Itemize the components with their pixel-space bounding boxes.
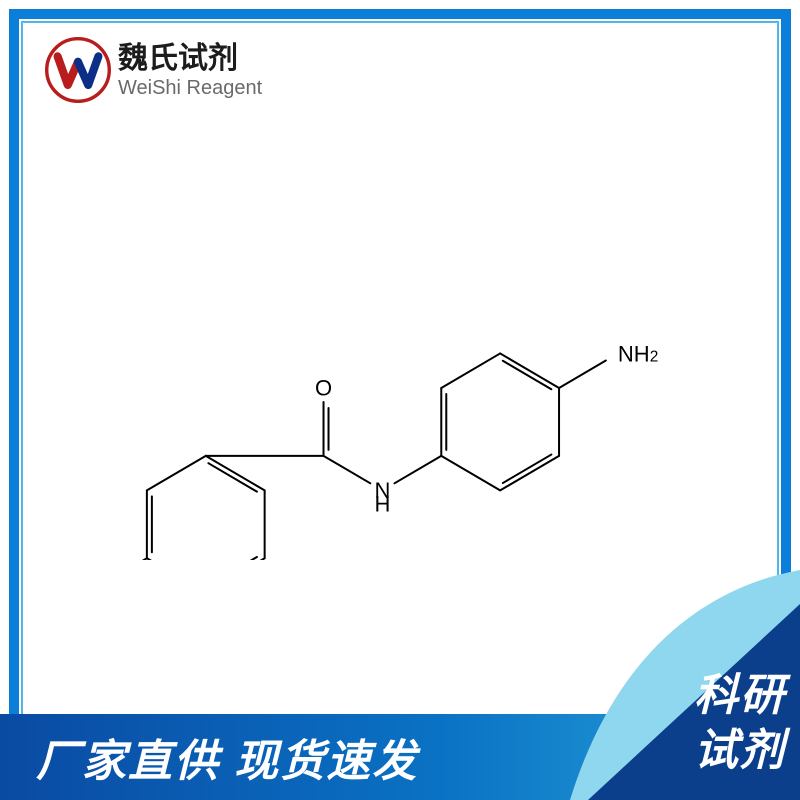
- svg-text:NH2: NH2: [618, 341, 658, 366]
- brand-name-en: WeiShi Reagent: [118, 77, 262, 99]
- molecule-structure: H2NONHNH2: [88, 260, 708, 560]
- svg-text:O: O: [315, 376, 332, 401]
- brand-logo-text: 魏氏试剂 WeiShi Reagent: [118, 42, 262, 99]
- corner-badge-text: 科研 试剂: [694, 668, 786, 778]
- product-card: 魏氏试剂 WeiShi Reagent H2NONHNH2 厂家直供 现货速发 …: [0, 0, 800, 800]
- svg-text:H: H: [374, 491, 390, 516]
- corner-line1: 科研: [694, 668, 786, 723]
- corner-badge: 科研 试剂: [570, 570, 800, 800]
- brand-logo-mark-icon: [44, 36, 112, 104]
- brand-name-cn: 魏氏试剂: [118, 42, 238, 75]
- banner-text: 厂家直供 现货速发: [36, 725, 418, 789]
- corner-line2: 试剂: [694, 723, 786, 778]
- brand-logo: 魏氏试剂 WeiShi Reagent: [44, 36, 262, 104]
